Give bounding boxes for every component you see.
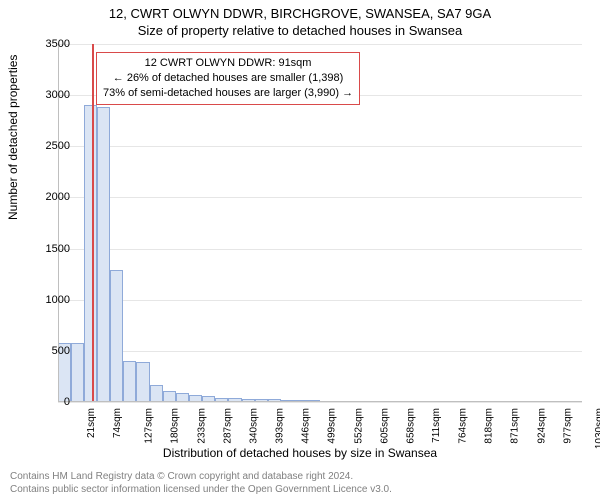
y-tick-label: 3000 [46, 89, 70, 101]
y-tick-label: 2000 [46, 191, 70, 203]
gridline [58, 146, 582, 147]
chart-title: 12, CWRT OLWYN DDWR, BIRCHGROVE, SWANSEA… [0, 0, 600, 21]
chart-subtitle: Size of property relative to detached ho… [0, 21, 600, 38]
x-tick-label: 924sqm [536, 408, 547, 444]
x-tick-label: 711sqm [431, 408, 442, 443]
y-tick-label: 1000 [46, 294, 70, 306]
x-tick-label: 605sqm [379, 408, 390, 444]
x-axis-label: Distribution of detached houses by size … [0, 446, 600, 460]
x-tick-label: 287sqm [222, 408, 233, 444]
gridline [58, 249, 582, 250]
plot-area: 12 CWRT OLWYN DDWR: 91sqm ← 26% of detac… [58, 44, 582, 402]
x-axis-line [58, 401, 582, 402]
legend-line-2: ← 26% of detached houses are smaller (1,… [103, 71, 353, 86]
property-marker-line [92, 44, 94, 402]
y-tick-label: 500 [52, 345, 70, 357]
histogram-bar [150, 385, 163, 402]
histogram-bar [97, 107, 110, 402]
x-tick-label: 74sqm [112, 408, 123, 438]
y-axis-label: Number of detached properties [6, 55, 20, 220]
x-tick-label: 21sqm [86, 408, 97, 438]
chart-container: 12, CWRT OLWYN DDWR, BIRCHGROVE, SWANSEA… [0, 0, 600, 500]
gridline [58, 402, 582, 403]
x-tick-label: 658sqm [405, 408, 416, 444]
histogram-bar [123, 361, 136, 402]
legend-line-1: 12 CWRT OLWYN DDWR: 91sqm [103, 56, 353, 71]
gridline [58, 44, 582, 45]
x-tick-label: 818sqm [484, 408, 495, 444]
x-tick-label: 499sqm [327, 408, 338, 444]
y-tick-label: 1500 [46, 243, 70, 255]
x-tick-label: 1030sqm [594, 408, 600, 449]
x-tick-label: 552sqm [353, 408, 364, 444]
y-tick-label: 0 [64, 396, 70, 408]
x-tick-label: 871sqm [510, 408, 521, 444]
x-tick-label: 180sqm [170, 408, 181, 444]
gridline [58, 351, 582, 352]
x-tick-label: 393sqm [275, 408, 286, 444]
histogram-bar [71, 343, 84, 402]
footer-line-1: Contains HM Land Registry data © Crown c… [10, 471, 392, 484]
x-tick-label: 977sqm [562, 408, 573, 444]
y-tick-label: 3500 [46, 38, 70, 50]
x-tick-label: 233sqm [196, 408, 207, 444]
footer: Contains HM Land Registry data © Crown c… [10, 471, 392, 496]
x-tick-label: 127sqm [144, 408, 155, 444]
legend-line-3: 73% of semi-detached houses are larger (… [103, 86, 353, 101]
x-tick-label: 340sqm [248, 408, 259, 444]
x-tick-label: 446sqm [301, 408, 312, 444]
gridline [58, 197, 582, 198]
gridline [58, 300, 582, 301]
histogram-bar [110, 270, 123, 402]
legend-box: 12 CWRT OLWYN DDWR: 91sqm ← 26% of detac… [96, 52, 360, 105]
histogram-bar [136, 362, 149, 402]
x-tick-label: 764sqm [458, 408, 469, 444]
footer-line-2: Contains public sector information licen… [10, 484, 392, 497]
y-tick-label: 2500 [46, 140, 70, 152]
